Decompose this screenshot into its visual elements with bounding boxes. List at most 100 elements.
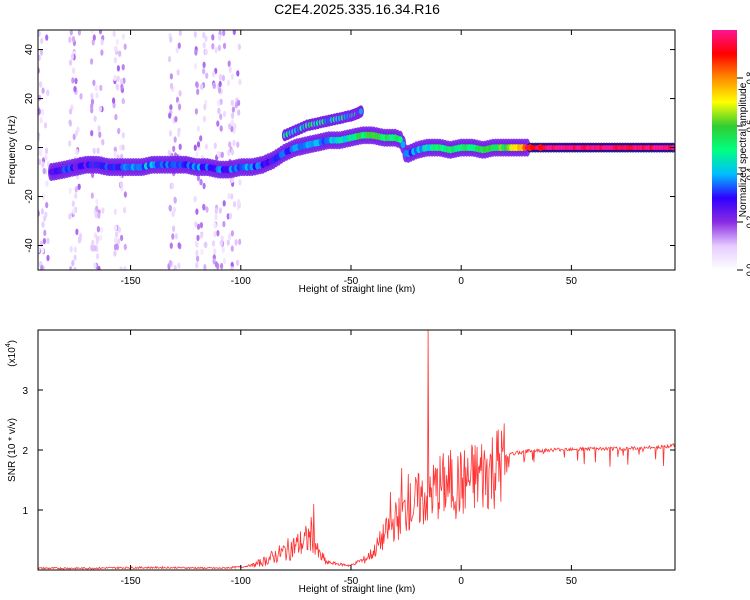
heatmap-cell [123, 243, 127, 251]
heatmap-cell [45, 201, 49, 209]
heatmap-cell [123, 191, 127, 198]
heatmap-cell [119, 181, 123, 188]
heatmap-cell [97, 212, 101, 219]
heatmap-cell [96, 226, 100, 233]
heatmap-cell [222, 200, 226, 207]
y-tick-label: 40 [24, 44, 35, 56]
heatmap-cell [167, 55, 172, 63]
heatmap-cell [95, 205, 99, 212]
heatmap-cell [41, 247, 45, 254]
colorbar-tick-label: 0.0 [745, 264, 750, 277]
heatmap-cell [68, 59, 73, 66]
heatmap-cell [222, 42, 227, 50]
heatmap-cell [171, 233, 175, 240]
heatmap-cell [173, 136, 177, 143]
heatmap-cell [196, 223, 201, 230]
heatmap-cell [98, 131, 102, 138]
heatmap-cell [233, 123, 237, 130]
heatmap-cell [112, 30, 116, 38]
heatmap-cell [213, 230, 217, 238]
heatmap-cell [196, 174, 200, 182]
heatmap-cell [71, 200, 75, 207]
snr-series [38, 330, 675, 570]
spectrogram-x-ticks: -150 -100 -50 0 50 [121, 30, 577, 287]
heatmap-cell [40, 208, 45, 215]
heatmap-cell [202, 115, 206, 123]
heatmap-cell [113, 224, 118, 231]
heatmap-cell [226, 213, 230, 220]
heatmap-cell [176, 69, 180, 76]
snr-line [38, 330, 675, 570]
heatmap-cell [228, 66, 232, 74]
heatmap-cell [90, 130, 94, 137]
y-tick-label: -20 [24, 189, 35, 204]
heatmap-cell [46, 254, 50, 262]
spectrogram-panel: -150 -100 -50 0 50 -40 -20 0 20 40 Height of str… [7, 29, 676, 295]
heatmap-cell [172, 206, 176, 214]
heatmap-cell [204, 241, 208, 248]
x-tick-label: -150 [121, 276, 141, 287]
heatmap-cell [219, 239, 223, 247]
heatmap-cell [97, 125, 101, 132]
spectrogram-y-axis-label: Frequency (Hz) [7, 116, 18, 185]
heatmap-cell [199, 178, 203, 186]
heatmap-cell [213, 142, 217, 149]
heatmap-cell [211, 43, 215, 50]
heatmap-cell [230, 245, 234, 252]
heatmap-cells [38, 30, 675, 270]
heatmap-cell [196, 125, 200, 132]
heatmap-cell [123, 43, 127, 50]
heatmap-cell [119, 144, 123, 151]
heatmap-cell [228, 141, 232, 148]
x-tick-label: -100 [231, 276, 251, 287]
heatmap-cell [39, 49, 44, 56]
heatmap-cell [232, 201, 237, 208]
colorbar-gradient [712, 30, 737, 270]
heatmap-cell [226, 239, 230, 246]
heatmap-cell [214, 47, 218, 54]
heatmap-cell [169, 36, 173, 43]
heatmap-cell [114, 45, 118, 53]
heatmap-cell [121, 132, 125, 139]
heatmap-cell [38, 246, 41, 254]
heatmap-cell [222, 30, 226, 37]
heatmap-cell [42, 193, 46, 201]
heatmap-cell [113, 74, 117, 82]
heatmap-cell [358, 108, 363, 115]
snr-unit-suffix: ) [7, 340, 18, 343]
heatmap-cell [216, 100, 221, 107]
heatmap-cell [116, 65, 120, 72]
heatmap-cell [123, 266, 127, 270]
heatmap-cell [115, 243, 119, 250]
colorbar-tick-label: 0.6 [745, 120, 750, 133]
heatmap-cell [196, 234, 200, 242]
heatmap-cell [45, 34, 49, 41]
heatmap-cell [231, 106, 235, 113]
heatmap-cell [171, 182, 175, 190]
heatmap-cell [75, 228, 79, 235]
heatmap-cell [120, 234, 124, 242]
heatmap-cell [117, 238, 121, 245]
heatmap-cell [41, 221, 45, 228]
heatmap-cell [227, 60, 231, 67]
heatmap-cell [123, 206, 127, 214]
heatmap-cell [193, 195, 197, 203]
heatmap-cell [195, 208, 199, 215]
heatmap-cell [212, 70, 216, 78]
heatmap-cell [194, 240, 199, 248]
heatmap-cell [204, 48, 208, 56]
heatmap-cell [204, 35, 208, 42]
heatmap-cell [92, 245, 96, 252]
heatmap-cell [199, 232, 203, 239]
heatmap-cell [38, 108, 41, 115]
heatmap-cell [75, 148, 79, 156]
heatmap-cell [199, 222, 203, 229]
heatmap-cell [227, 192, 231, 200]
x-tick-label: -50 [344, 576, 359, 587]
svg-text:(x104): (x104) [5, 340, 18, 367]
heatmap-cell [175, 47, 179, 54]
heatmap-cell [202, 68, 206, 75]
heatmap-cell [212, 82, 216, 89]
heatmap-cell [72, 67, 76, 74]
heatmap-cell [41, 87, 45, 94]
